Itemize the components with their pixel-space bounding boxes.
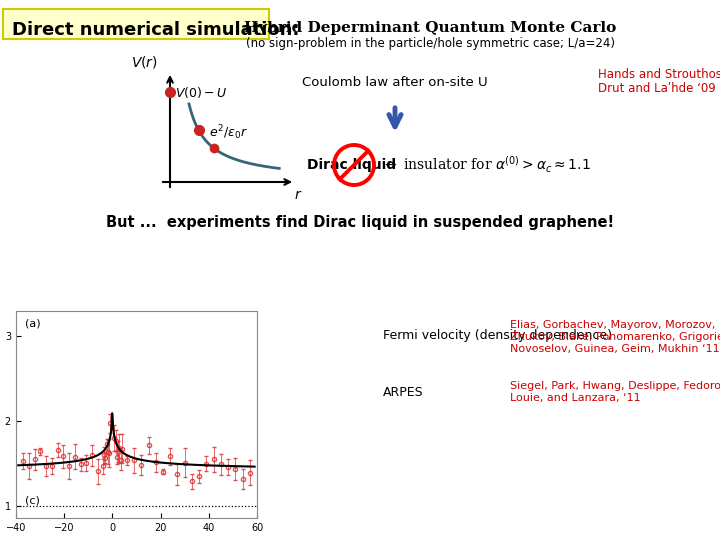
FancyBboxPatch shape (3, 9, 269, 39)
Text: Louie, and Lanzara, ‘11: Louie, and Lanzara, ‘11 (510, 393, 641, 403)
Text: Elias, Gorbachev, Mayorov, Morozov,: Elias, Gorbachev, Mayorov, Morozov, (510, 320, 716, 330)
Text: Coulomb law after on-site U: Coulomb law after on-site U (302, 76, 488, 89)
Text: (no sign-problem in the particle/hole symmetric case; L/a=24): (no sign-problem in the particle/hole sy… (246, 37, 614, 50)
Text: Fermi velocity (density dependence): Fermi velocity (density dependence) (383, 328, 612, 341)
Text: Zhukov, Blake, Ponomarenko, Grigorieva,: Zhukov, Blake, Ponomarenko, Grigorieva, (510, 332, 720, 342)
Text: ARPES: ARPES (383, 386, 423, 399)
Text: Hybrid Deperminant Quantum Monte Carlo: Hybrid Deperminant Quantum Monte Carlo (244, 21, 616, 35)
Text: Novoselov, Guinea, Geim, Mukhin ‘11-‘12: Novoselov, Guinea, Geim, Mukhin ‘11-‘12 (510, 344, 720, 354)
Text: Siegel, Park, Hwang, Deslippe, Fedorov,: Siegel, Park, Hwang, Deslippe, Fedorov, (510, 381, 720, 391)
Text: (a): (a) (25, 319, 41, 329)
Text: $V(0) - U$: $V(0) - U$ (175, 84, 228, 99)
Text: Hands and Strouthos ‘08: Hands and Strouthos ‘08 (598, 69, 720, 82)
Text: (c): (c) (25, 496, 40, 506)
Text: But ...  experiments find Dirac liquid in suspended graphene!: But ... experiments find Dirac liquid in… (106, 214, 614, 230)
Text: $e^2/\varepsilon_0 r$: $e^2/\varepsilon_0 r$ (209, 123, 248, 142)
Text: Direct numerical simulation:: Direct numerical simulation: (12, 21, 300, 39)
Text: Dirac liquid: Dirac liquid (307, 158, 396, 172)
Text: $r$: $r$ (294, 188, 302, 202)
Text: Drut and Laʹhde ‘09: Drut and Laʹhde ‘09 (598, 82, 716, 94)
Text: $\rightarrow$ insulator for $\alpha^{(0)} > \alpha_c \approx 1.1$: $\rightarrow$ insulator for $\alpha^{(0)… (382, 155, 591, 175)
Text: $V(r)$: $V(r)$ (131, 54, 158, 70)
X-axis label: $n\ (10^{10}\ \mathrm{cm}^{-2})$: $n\ (10^{10}\ \mathrm{cm}^{-2})$ (98, 539, 175, 540)
